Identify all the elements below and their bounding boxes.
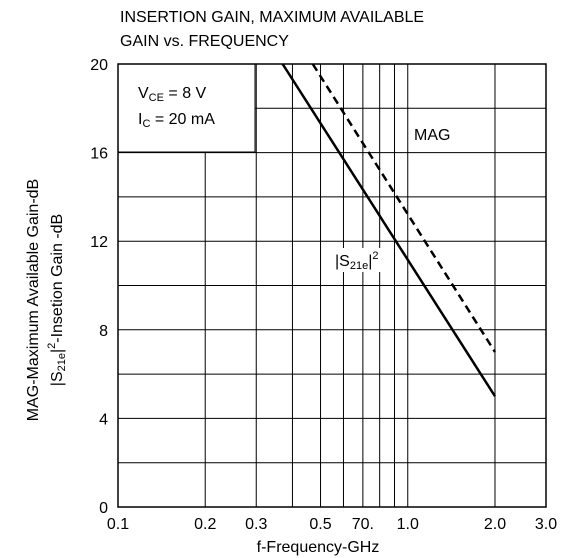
text-part: 2 [46, 343, 58, 349]
y-tick-label: 0 [99, 500, 108, 517]
y-tick-label: 16 [90, 146, 108, 163]
text-part: 21e [56, 353, 68, 371]
text-part: |S [49, 371, 66, 386]
y-axis-label: MAG-Maximum Available Gain-dB [25, 179, 42, 421]
text-part: | [49, 349, 66, 353]
y-axis-label: |S21e|2-Insetion Gain -dB [46, 214, 68, 386]
text-part: V [138, 85, 149, 102]
condition: IC = 20 mA [138, 111, 215, 130]
y-tick-label: 4 [99, 411, 108, 428]
y-tick-label: 12 [90, 234, 108, 251]
x-axis-label: f-Frequency-GHz [257, 539, 380, 556]
text-part: C [142, 118, 150, 130]
chart-title: INSERTION GAIN, MAXIMUM AVAILABLE [120, 9, 424, 26]
x-tick-label: 0.2 [194, 516, 216, 533]
x-tick-label: 70. [352, 516, 374, 533]
x-tick-label: 1.0 [397, 516, 419, 533]
text-part: MAG [414, 127, 450, 144]
condition: VCE = 8 V [138, 85, 207, 104]
text-part: | [368, 253, 372, 270]
y-tick-label: 8 [99, 323, 108, 340]
text-part: CE [149, 92, 164, 104]
label-bg [334, 248, 392, 272]
chart-title: GAIN vs. FREQUENCY [120, 33, 289, 50]
series-label: |S21e|2 [335, 250, 378, 272]
text-part: |S [335, 253, 350, 270]
text-part: I [138, 111, 142, 128]
line [311, 63, 497, 353]
plot-frame [117, 63, 547, 508]
text-part: 2 [372, 250, 378, 262]
text-part: = 20 mA [150, 111, 215, 128]
legend-box [117, 63, 256, 153]
text-part: -Insetion Gain -dB [49, 214, 66, 343]
text-part: = 8 V [164, 85, 207, 102]
x-tick-label: 0.1 [107, 516, 129, 533]
text-part: 21e [350, 260, 368, 272]
x-tick-label: 0.5 [309, 516, 331, 533]
line [281, 63, 497, 397]
x-tick-label: 2.0 [484, 516, 506, 533]
series-label: MAG [414, 127, 450, 144]
y-tick-label: 20 [90, 57, 108, 74]
x-tick-label: 0.3 [245, 516, 267, 533]
x-tick-label: 3.0 [535, 516, 557, 533]
text-part: MAG-Maximum Available Gain-dB [25, 179, 42, 421]
